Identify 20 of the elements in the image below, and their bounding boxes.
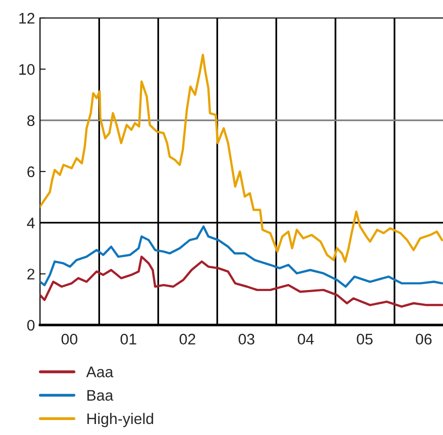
y-tick-label: 12 bbox=[19, 12, 34, 24]
legend-label: High-yield bbox=[87, 412, 154, 428]
y-tick-label: 0 bbox=[27, 320, 35, 331]
x-tick-label: 03 bbox=[238, 334, 254, 345]
x-tick-label: 04 bbox=[298, 334, 314, 345]
y-tick-label: 2 bbox=[27, 268, 34, 280]
x-tick-label: 00 bbox=[62, 334, 78, 345]
line-series bbox=[40, 225, 443, 288]
x-tick-label: 02 bbox=[180, 334, 196, 345]
x-tick-label: 05 bbox=[356, 334, 373, 345]
y-tick-label: 10 bbox=[19, 64, 35, 75]
y-tick-label: 8 bbox=[27, 115, 34, 126]
y-tick-label: 4 bbox=[26, 218, 35, 228]
line-series bbox=[40, 256, 443, 308]
line-series bbox=[40, 54, 443, 263]
x-tick-label: 01 bbox=[120, 334, 136, 345]
legend-label: Baa bbox=[87, 390, 114, 401]
x-tick-label: 06 bbox=[416, 334, 432, 345]
legend-label: Aaa bbox=[86, 366, 114, 378]
y-tick-label: 6 bbox=[27, 166, 34, 178]
